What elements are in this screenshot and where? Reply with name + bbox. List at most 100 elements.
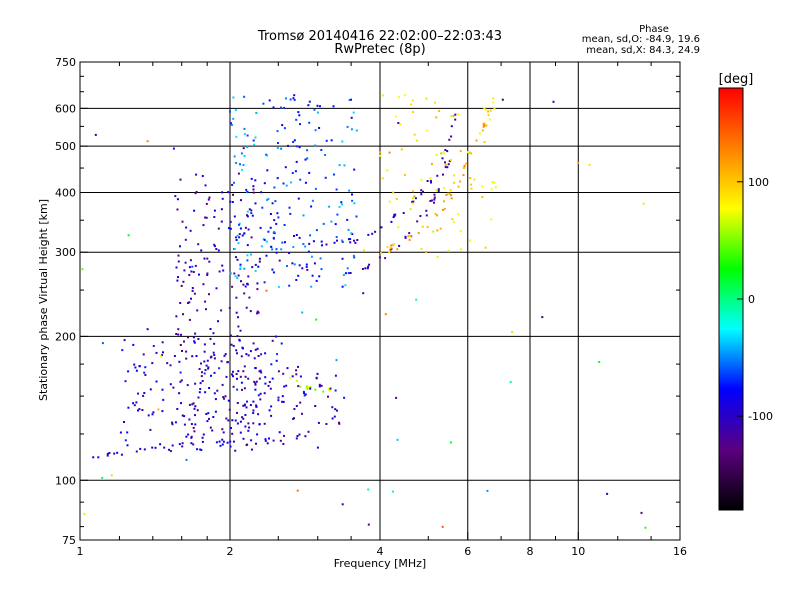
data-point <box>185 458 188 461</box>
data-point <box>259 369 262 372</box>
data-point <box>224 395 227 398</box>
data-point <box>106 453 109 455</box>
data-point <box>318 127 321 129</box>
data-point <box>315 318 318 321</box>
data-point <box>212 332 215 335</box>
data-point <box>443 200 445 203</box>
data-point <box>205 216 208 219</box>
data-point <box>281 241 284 244</box>
data-point <box>295 405 298 407</box>
data-point <box>257 413 260 416</box>
data-point <box>221 438 224 441</box>
data-point <box>254 367 257 369</box>
data-point <box>203 343 206 346</box>
data-point <box>426 225 429 228</box>
data-point <box>206 420 209 423</box>
data-point <box>276 146 279 149</box>
data-point <box>351 193 353 196</box>
data-point <box>180 402 182 405</box>
data-point <box>228 408 231 411</box>
data-point <box>180 379 183 382</box>
data-point <box>426 129 429 132</box>
data-point <box>271 268 274 271</box>
data-point <box>293 98 296 101</box>
data-point <box>280 106 282 109</box>
data-point <box>341 285 344 288</box>
data-point <box>308 121 311 124</box>
data-point <box>192 402 195 405</box>
data-point <box>197 243 200 246</box>
data-point <box>487 110 490 113</box>
data-point <box>135 401 138 404</box>
data-point <box>243 404 246 407</box>
data-point <box>231 373 233 376</box>
data-point <box>277 396 280 399</box>
data-point <box>276 130 279 133</box>
data-point <box>162 351 164 354</box>
data-point <box>318 383 321 386</box>
data-point <box>263 392 266 395</box>
data-point <box>425 209 428 212</box>
data-point <box>303 394 306 397</box>
data-point <box>324 154 327 156</box>
data-point <box>281 124 284 127</box>
data-point <box>446 166 449 169</box>
data-point <box>462 174 465 177</box>
data-point <box>183 269 186 272</box>
data-point <box>433 201 435 204</box>
data-point <box>83 513 86 515</box>
y-tick-label: 200 <box>55 330 76 343</box>
data-point <box>256 312 259 315</box>
data-point <box>220 309 223 312</box>
data-point <box>232 344 235 347</box>
data-point <box>473 178 476 181</box>
data-point <box>430 199 433 202</box>
y-tick-label: 300 <box>55 246 76 259</box>
data-point <box>343 164 346 167</box>
data-point <box>268 409 271 412</box>
data-point <box>179 380 182 383</box>
data-point <box>411 200 414 203</box>
data-point <box>313 262 316 265</box>
data-point <box>254 263 257 266</box>
data-point <box>332 105 335 108</box>
data-point <box>381 177 384 180</box>
data-point <box>213 216 216 218</box>
data-point <box>244 285 247 288</box>
data-point <box>149 428 152 431</box>
data-point <box>412 200 415 203</box>
data-point <box>275 251 278 254</box>
data-point <box>304 158 307 161</box>
data-point <box>317 421 320 424</box>
y-tick-label: 500 <box>55 140 76 153</box>
data-point <box>235 296 238 299</box>
data-point <box>275 248 278 251</box>
data-point <box>462 167 465 169</box>
data-point <box>436 174 439 177</box>
data-point <box>203 350 206 353</box>
data-point <box>397 226 400 229</box>
data-point <box>186 384 189 387</box>
data-point <box>168 448 171 451</box>
data-point <box>239 375 242 378</box>
data-point <box>433 101 436 104</box>
data-point <box>230 427 232 429</box>
data-point <box>151 413 154 416</box>
data-point <box>283 385 286 388</box>
data-point <box>254 382 257 385</box>
data-point <box>349 272 352 274</box>
data-point <box>457 113 460 116</box>
data-point <box>190 297 192 300</box>
data-point <box>257 355 260 357</box>
data-point <box>309 387 312 390</box>
data-point <box>333 173 335 176</box>
data-point <box>155 380 158 383</box>
data-point <box>176 279 179 282</box>
data-point <box>246 214 248 217</box>
data-point <box>577 161 580 164</box>
data-point <box>399 123 402 126</box>
data-point <box>320 384 323 387</box>
data-point <box>108 452 111 454</box>
data-point <box>334 408 337 411</box>
data-point <box>213 371 216 374</box>
